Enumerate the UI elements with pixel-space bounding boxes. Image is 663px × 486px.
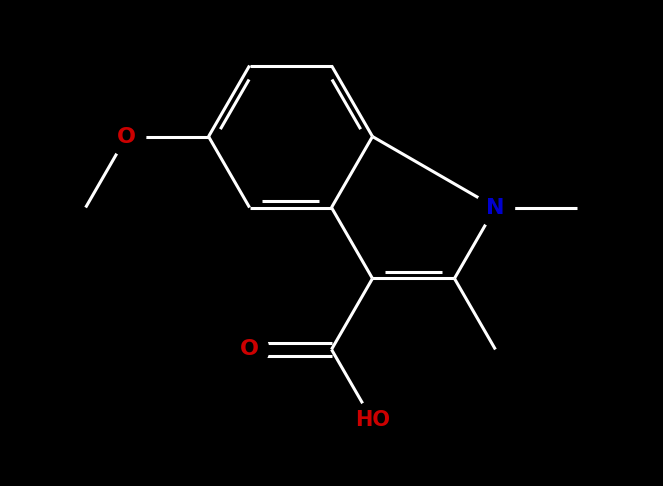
Circle shape: [353, 401, 392, 439]
Text: HO: HO: [355, 411, 390, 431]
Circle shape: [476, 189, 514, 226]
Text: N: N: [486, 197, 505, 218]
Text: O: O: [240, 339, 259, 360]
Circle shape: [107, 118, 146, 156]
Circle shape: [231, 330, 269, 368]
Text: O: O: [117, 126, 136, 147]
